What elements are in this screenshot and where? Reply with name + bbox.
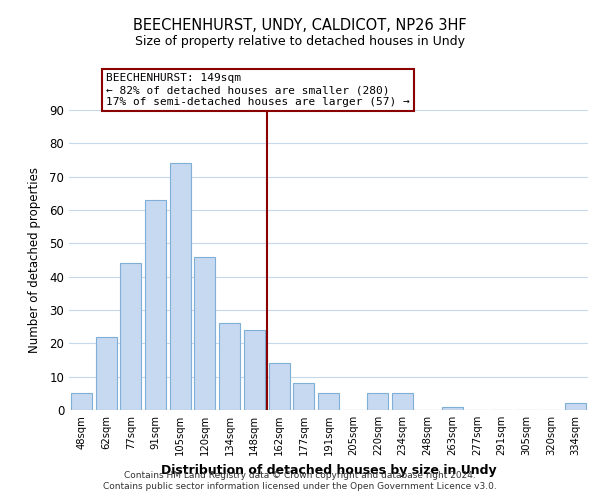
Bar: [170, 164, 191, 410]
Y-axis label: Number of detached properties: Number of detached properties: [28, 167, 41, 353]
Bar: [95, 336, 116, 410]
Bar: [120, 264, 141, 410]
X-axis label: Distribution of detached houses by size in Undy: Distribution of detached houses by size …: [161, 464, 496, 476]
Bar: [367, 394, 388, 410]
Bar: [269, 364, 290, 410]
Bar: [442, 406, 463, 410]
Bar: [318, 394, 339, 410]
Bar: [194, 256, 215, 410]
Bar: [565, 404, 586, 410]
Text: BEECHENHURST: 149sqm
← 82% of detached houses are smaller (280)
17% of semi-deta: BEECHENHURST: 149sqm ← 82% of detached h…: [106, 74, 410, 106]
Text: Size of property relative to detached houses in Undy: Size of property relative to detached ho…: [135, 35, 465, 48]
Bar: [293, 384, 314, 410]
Text: Contains HM Land Registry data © Crown copyright and database right 2024.: Contains HM Land Registry data © Crown c…: [124, 471, 476, 480]
Bar: [392, 394, 413, 410]
Bar: [219, 324, 240, 410]
Bar: [71, 394, 92, 410]
Bar: [145, 200, 166, 410]
Bar: [244, 330, 265, 410]
Text: Contains public sector information licensed under the Open Government Licence v3: Contains public sector information licen…: [103, 482, 497, 491]
Text: BEECHENHURST, UNDY, CALDICOT, NP26 3HF: BEECHENHURST, UNDY, CALDICOT, NP26 3HF: [133, 18, 467, 32]
